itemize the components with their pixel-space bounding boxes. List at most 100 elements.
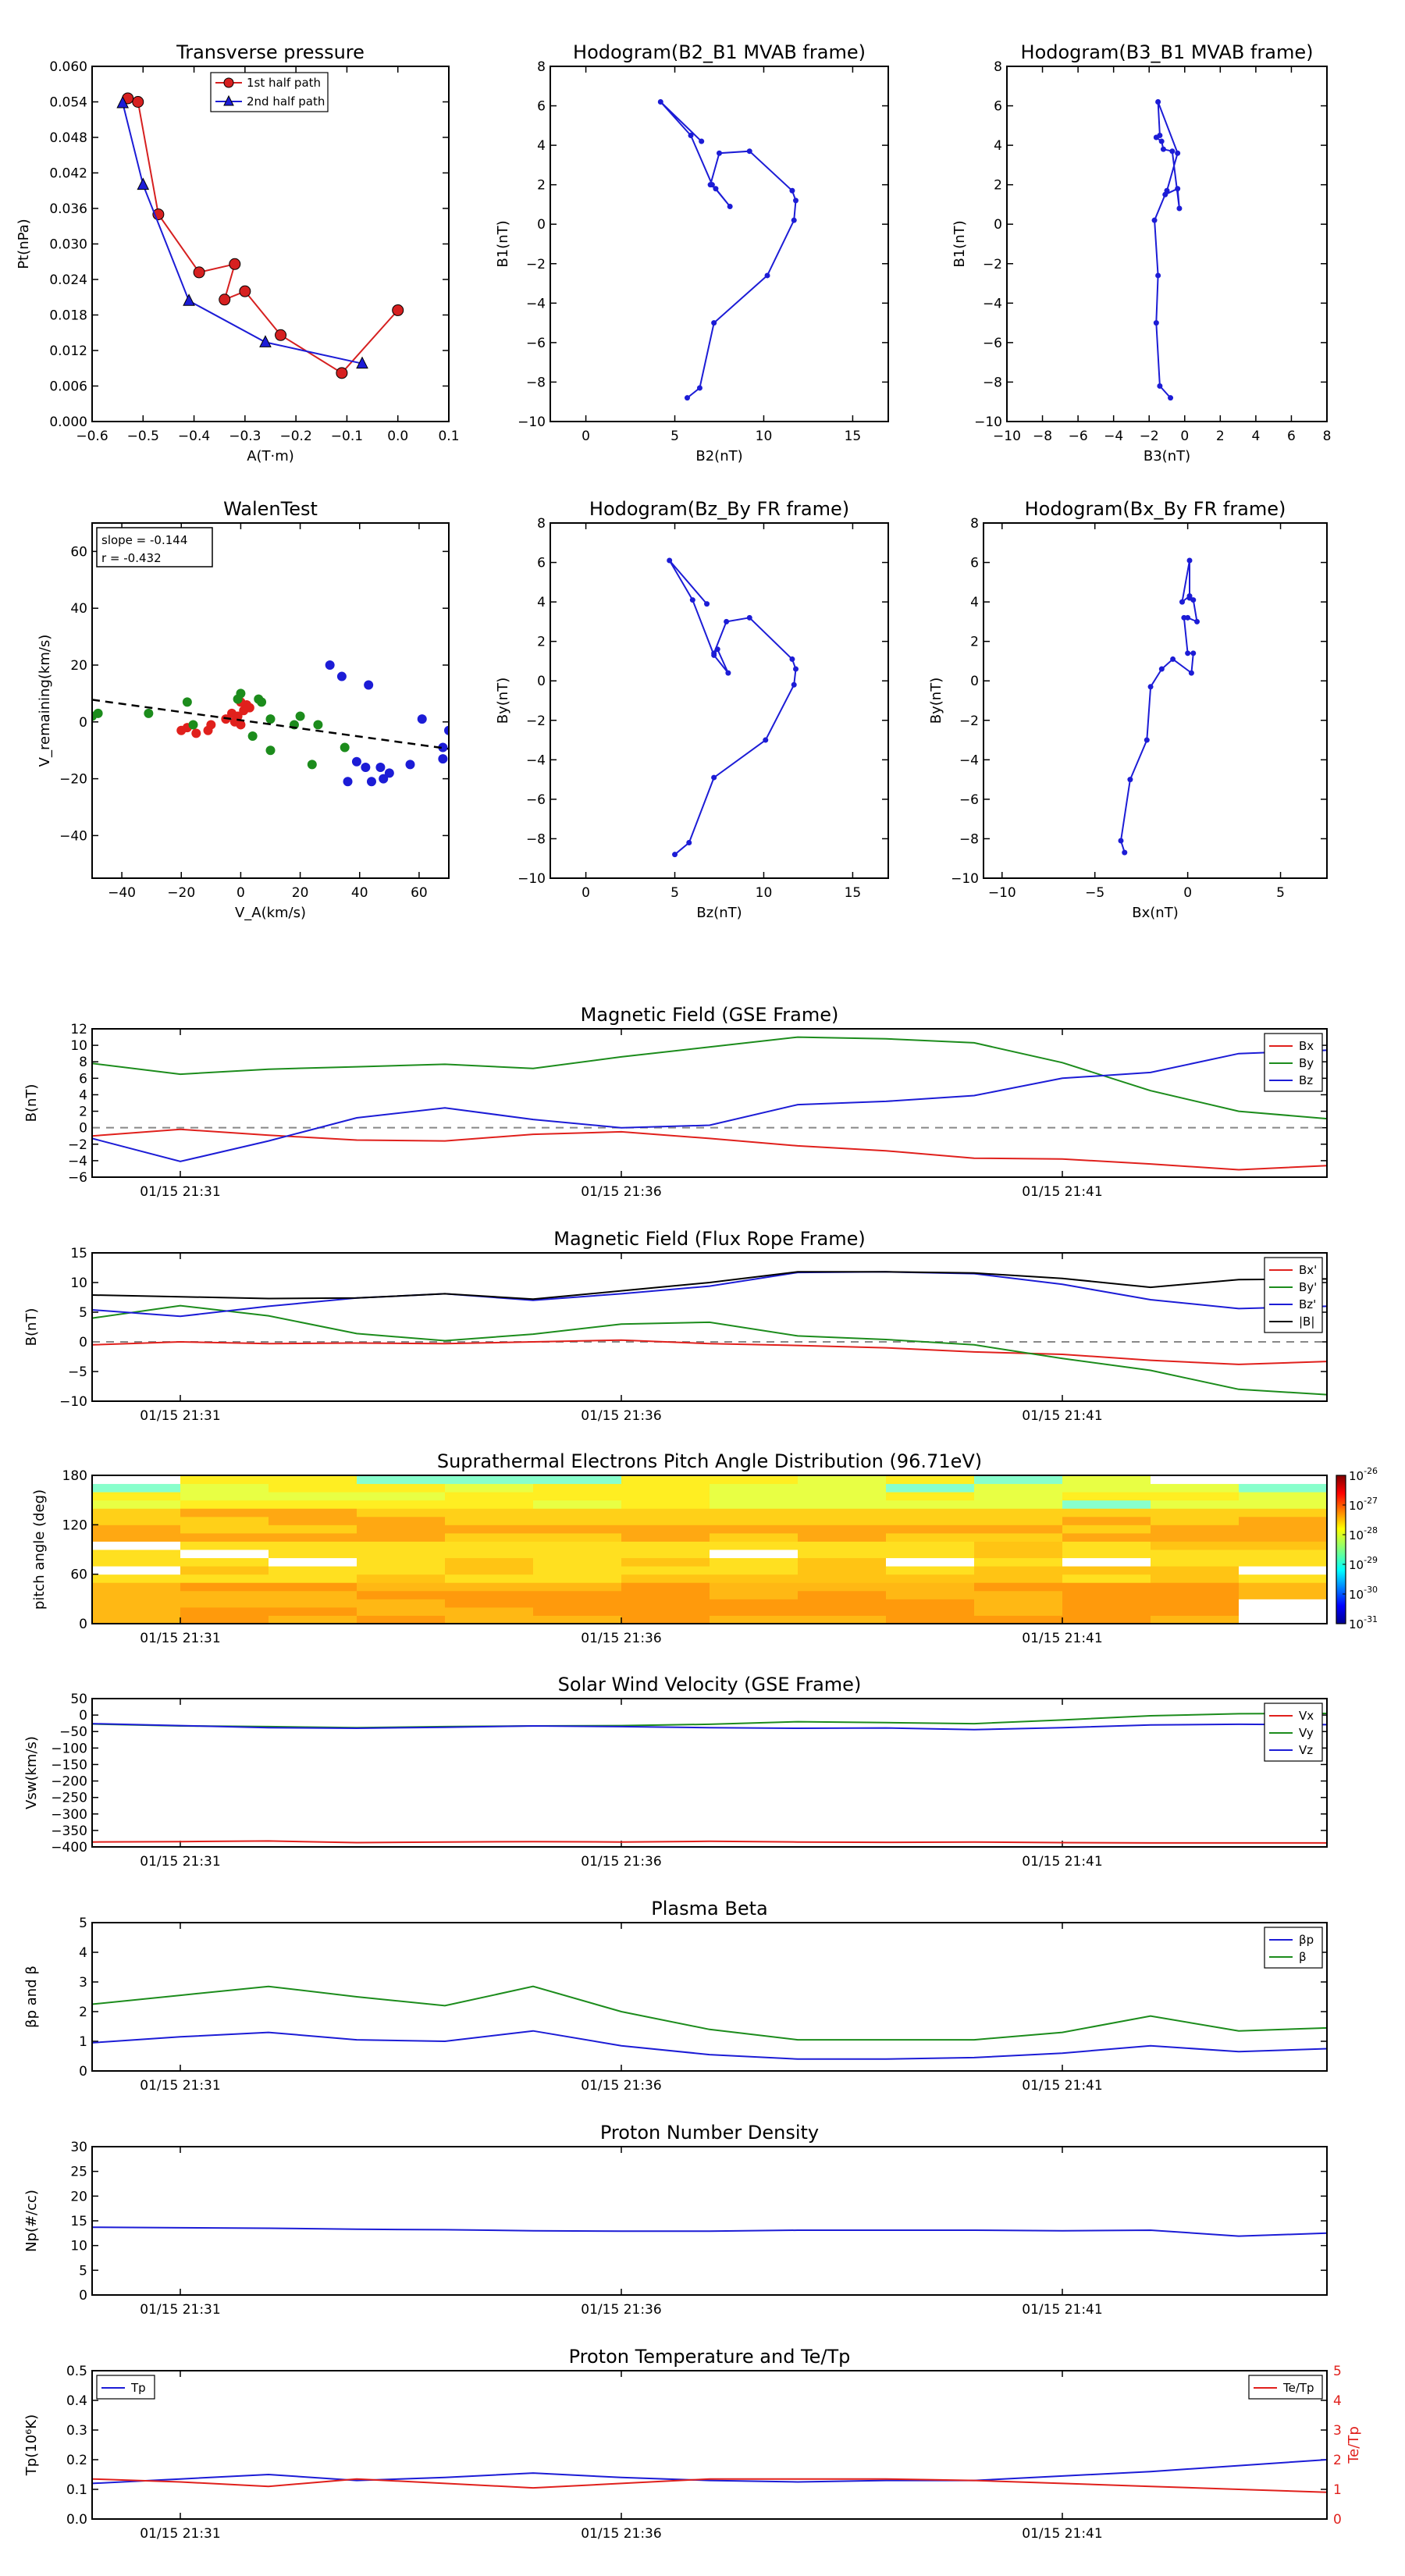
heatmap-cell [269,1525,357,1534]
colorbar-tick-exponent: -29 [1364,1555,1378,1565]
annotation-box: slope = -0.144 r = -0.432 [96,527,213,568]
hodogram-point [1158,666,1165,672]
heatmap-cell [886,1475,975,1485]
heatmap-cell [798,1475,887,1485]
walen-point-green [236,688,246,699]
x-tick-label: 01/15 21:41 [1022,1631,1102,1646]
hodogram-point [1175,150,1181,156]
heatmap-cell [621,1492,710,1501]
plot-frame [91,1028,1328,1178]
legend-marker-second-half [223,94,234,106]
heatmap-cell [1151,1500,1240,1509]
y-tick-label: −4 [959,753,979,768]
x-tick-label: −5 [1085,885,1104,901]
heatmap-cell [1062,1532,1151,1542]
y-tick-label: −8 [959,831,979,847]
x-tick-label: 15 [845,885,862,901]
heatmap-cell [710,1574,799,1583]
heatmap-cell [1239,1606,1328,1616]
hodogram-point [713,186,719,192]
heatmap-cell [621,1606,710,1616]
hodogram-point [1164,187,1170,194]
y-tick-label: 0 [537,217,546,233]
mag_gse-title: Magnetic Field (GSE Frame) [581,1004,839,1026]
y-axis-label: B1(nT) [495,220,511,267]
heatmap-cell [621,1483,710,1493]
plot-frame [1006,66,1328,422]
y-tick-label: −40 [59,828,87,844]
data-point-first-half [275,329,287,341]
y-tick-label: −6 [526,336,546,351]
y-tick-label: 0.018 [49,308,87,324]
heatmap-cell [445,1574,534,1583]
heatmap-cell [974,1566,1063,1575]
heatmap-cell [92,1615,181,1624]
hodogram-point [696,385,702,391]
heatmap-cell [710,1532,799,1542]
y2-tick-label: 1 [1333,2482,1342,2498]
hodogram-point [1147,684,1154,690]
hodogram-point [789,187,795,194]
x-tick-label: 01/15 21:31 [140,2526,220,2542]
y-tick-label: 0 [970,674,979,689]
heatmap-cell [269,1483,357,1493]
y2-tick-label: 0 [1333,2512,1342,2528]
heatmap-cell [269,1508,357,1517]
x-axis-label: V_A(km/s) [235,905,306,921]
series-line-Vz [91,1723,1328,1731]
y-axis-label: pitch angle (deg) [31,1489,48,1610]
heatmap-cell [1062,1582,1151,1592]
heatmap-cell [445,1582,534,1592]
heatmap-cell [180,1500,269,1509]
x-tick-label: 01/15 21:41 [1022,1408,1102,1424]
legend-label: |B| [1299,1315,1314,1329]
hodogram-line [1119,560,1198,853]
heatmap-cell [92,1599,181,1608]
x-tick-label: 2 [1216,429,1225,444]
heatmap-cell [1151,1566,1240,1575]
heatmap-cell [533,1525,622,1534]
series-line-Bz' [91,1271,1328,1318]
heatmap-cell [357,1516,446,1525]
colorbar-tick-base: 10 [1349,1558,1364,1572]
heatmap-cell [445,1599,534,1608]
heatmap-cell [92,1574,181,1583]
heatmap-cell [1062,1492,1151,1501]
hodogram-point [1157,383,1163,389]
hodogram-point [725,670,731,676]
y-tick-label: 2 [537,178,546,194]
x-tick-label: 01/15 21:31 [140,1854,220,1870]
heatmap-cell [1062,1557,1151,1567]
y-tick-label: 10 [70,1038,87,1054]
y-tick-label: 5 [79,1305,87,1321]
x-tick-label: 01/15 21:31 [140,2078,220,2094]
heatmap-cell [445,1615,534,1624]
hodogram-h1: Hodogram(B2_B1 MVAB frame) −10 −8 −6 −4 −2 0 2 4… [495,41,889,464]
y-tick-label: −350 [51,1823,87,1839]
heatmap-cell [92,1492,181,1501]
x-tick-label: 5 [1276,885,1285,901]
heatmap-cell [886,1606,975,1616]
y-axis-label: B1(nT) [951,220,968,267]
heatmap-cell [180,1606,269,1616]
heatmap-cell [357,1599,446,1608]
heatmap-cell [621,1516,710,1525]
series-line-Bx [91,1128,1328,1171]
heatmap-cell [798,1483,887,1493]
heatmap-cell [92,1483,181,1493]
heatmap-cell [180,1541,269,1550]
heatmap-cell [180,1599,269,1608]
y-tick-label: 20 [70,658,87,674]
x-tick-label: 60 [411,885,428,901]
data-point-first-half [229,258,241,270]
x-axis-label: B3(nT) [1144,448,1190,464]
heatmap-cell [798,1550,887,1559]
heatmap-cell [445,1606,534,1616]
heatmap-cell [1151,1525,1240,1534]
y-tick-label: −2 [526,257,546,272]
x-tick-label: 0 [582,429,590,444]
x-tick-label: 01/15 21:41 [1022,2078,1102,2094]
series-line-Bx' [91,1339,1328,1365]
y-tick-label: 0 [79,1121,87,1137]
x-tick-label: 01/15 21:36 [581,1631,661,1646]
